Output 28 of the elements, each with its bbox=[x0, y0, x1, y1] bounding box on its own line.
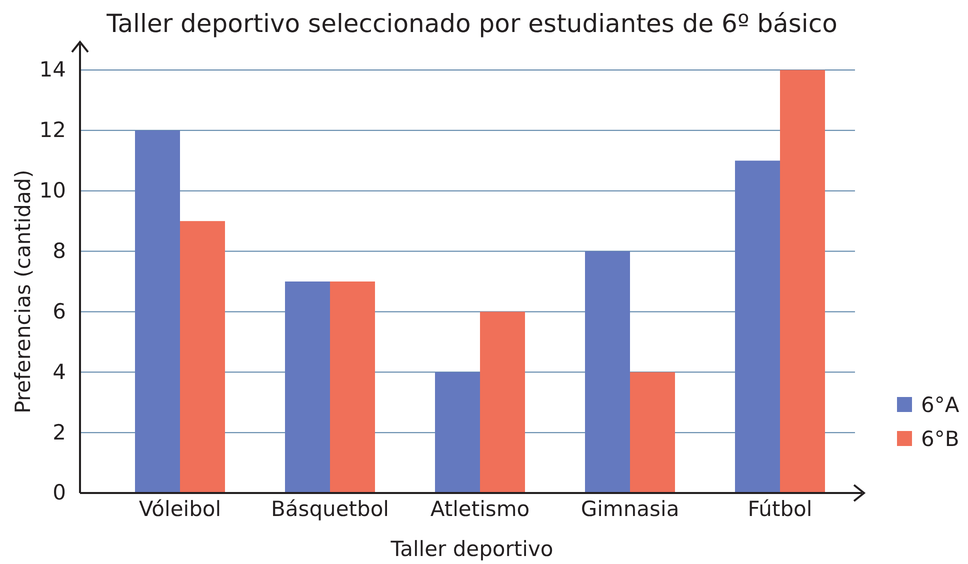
y-tick-label: 10 bbox=[39, 178, 66, 203]
y-tick-label: 6 bbox=[52, 299, 66, 324]
legend-label: 6°A bbox=[921, 393, 960, 417]
x-tick-label: Gimnasia bbox=[580, 496, 680, 521]
y-tick-label: 8 bbox=[52, 239, 66, 264]
y-axis-title: Preferencias (cantidad) bbox=[11, 170, 35, 414]
bar bbox=[330, 282, 375, 493]
bar bbox=[630, 372, 675, 493]
bar bbox=[435, 372, 480, 493]
bar bbox=[285, 282, 330, 493]
x-tick-label: Vóleibol bbox=[138, 496, 222, 521]
y-tick-label: 12 bbox=[39, 118, 66, 142]
bar bbox=[585, 251, 630, 493]
x-tick-label: Básquetbol bbox=[270, 496, 390, 521]
y-tick-label: 0 bbox=[52, 480, 66, 505]
bar bbox=[780, 70, 825, 493]
y-tick-label: 4 bbox=[52, 360, 66, 384]
x-tick-label: Atletismo bbox=[430, 496, 530, 521]
bar bbox=[480, 312, 525, 493]
bar bbox=[735, 160, 780, 493]
chart-title: Taller deportivo seleccionado por estudiantes de 6º básico bbox=[106, 9, 838, 38]
x-tick-label: Fútbol bbox=[748, 496, 812, 521]
bar bbox=[135, 130, 180, 493]
x-axis-title: Taller deportivo bbox=[390, 537, 554, 561]
y-tick-label: 14 bbox=[39, 58, 66, 82]
bar bbox=[180, 221, 225, 493]
legend-label: 6°B bbox=[921, 427, 960, 451]
y-tick-label: 2 bbox=[52, 420, 66, 444]
